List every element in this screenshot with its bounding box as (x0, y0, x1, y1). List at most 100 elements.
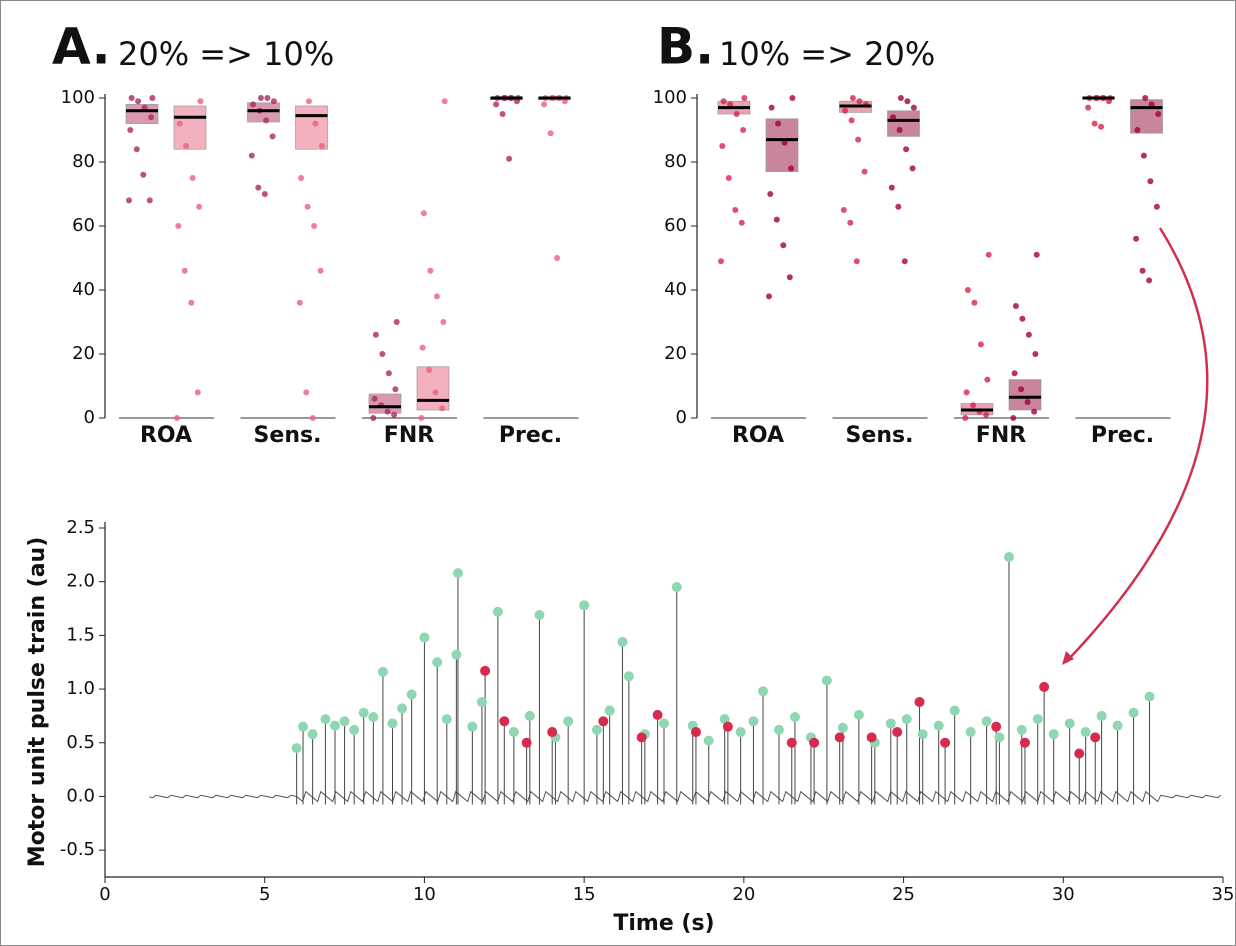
point (842, 107, 849, 114)
y-tick-label: 2.5 (66, 517, 95, 538)
point (971, 299, 978, 306)
pulse-marker (1003, 551, 1014, 562)
pulse-marker (563, 716, 574, 727)
x-tick-label: Prec. (499, 423, 562, 448)
point (853, 258, 860, 265)
point (718, 258, 724, 265)
x-tick-label: 20 (732, 884, 755, 905)
point (788, 165, 795, 172)
point (720, 98, 727, 105)
pulse-marker (406, 689, 417, 700)
pulse-marker (1064, 718, 1075, 729)
pulse-marker (703, 735, 714, 746)
pulse-marker (652, 709, 663, 720)
point (270, 98, 277, 105)
pulse-marker (773, 724, 784, 735)
point (148, 114, 155, 121)
point (318, 143, 325, 149)
y-tick-label: 40 (664, 279, 687, 300)
point (780, 242, 787, 249)
point (370, 415, 377, 421)
y-tick-label: 0 (676, 407, 687, 428)
point (861, 168, 868, 175)
point (896, 127, 903, 133)
panel-label: B. (657, 18, 714, 76)
pulse-marker (853, 709, 864, 720)
pulse-marker (965, 727, 976, 738)
box (416, 366, 450, 411)
pulse-marker (933, 720, 944, 731)
y-tick-label: 60 (664, 215, 687, 236)
point (840, 207, 847, 213)
point (128, 95, 135, 101)
point (1155, 111, 1162, 117)
point (1091, 120, 1098, 127)
point (261, 191, 268, 197)
pulse-marker (1048, 729, 1059, 740)
pulse-marker (719, 714, 730, 725)
point (418, 415, 425, 421)
point (719, 143, 726, 149)
point (1146, 277, 1153, 284)
point (312, 120, 319, 127)
pulse-marker (994, 732, 1005, 743)
pulse-marker (758, 686, 769, 697)
x-tick-label: 30 (1052, 884, 1075, 905)
point (133, 146, 140, 153)
point (740, 127, 747, 133)
pulse-marker (329, 720, 340, 731)
point (1025, 331, 1032, 338)
pulse-marker (1074, 748, 1085, 759)
pulse-marker (451, 649, 462, 660)
point (1011, 370, 1018, 377)
point (419, 344, 426, 351)
point (1018, 386, 1025, 393)
x-tick-label: ROA (732, 423, 784, 448)
point (733, 111, 740, 117)
point (1031, 408, 1038, 415)
point (426, 367, 433, 373)
y-tick-label: -0.5 (60, 839, 95, 860)
point (433, 293, 440, 300)
y-tick-label: 20 (72, 343, 95, 364)
point (963, 389, 970, 396)
point (181, 267, 188, 274)
pulse-marker (623, 671, 634, 682)
pulse-marker (949, 705, 960, 716)
point (298, 175, 305, 181)
point (194, 389, 201, 396)
x-tick-label: FNR (976, 423, 1026, 448)
point (848, 117, 855, 124)
panel-title: 20% => 10% (118, 35, 334, 73)
pulse-marker (834, 732, 845, 743)
pulse-marker (476, 696, 487, 707)
point (1140, 152, 1147, 159)
point (296, 299, 303, 306)
point (897, 95, 904, 101)
point (1024, 399, 1031, 405)
point (855, 136, 862, 143)
box (247, 102, 280, 123)
pulse-marker (659, 718, 669, 729)
pulse-marker (809, 737, 820, 748)
point (427, 267, 434, 274)
point (303, 389, 310, 396)
point (766, 293, 772, 300)
point (909, 165, 916, 172)
point (385, 370, 392, 377)
pulse-marker (901, 714, 912, 725)
pulse-marker (981, 716, 992, 727)
y-tick-label: 60 (72, 215, 95, 236)
pulse-marker (579, 600, 590, 611)
point (384, 408, 391, 415)
point (1139, 267, 1146, 274)
point (847, 219, 854, 226)
point (305, 98, 312, 105)
point (135, 98, 142, 105)
pulse-marker (291, 743, 302, 754)
point (890, 114, 897, 121)
point (263, 117, 270, 124)
pulse-marker (368, 711, 379, 722)
point (904, 98, 911, 105)
point (554, 255, 561, 261)
